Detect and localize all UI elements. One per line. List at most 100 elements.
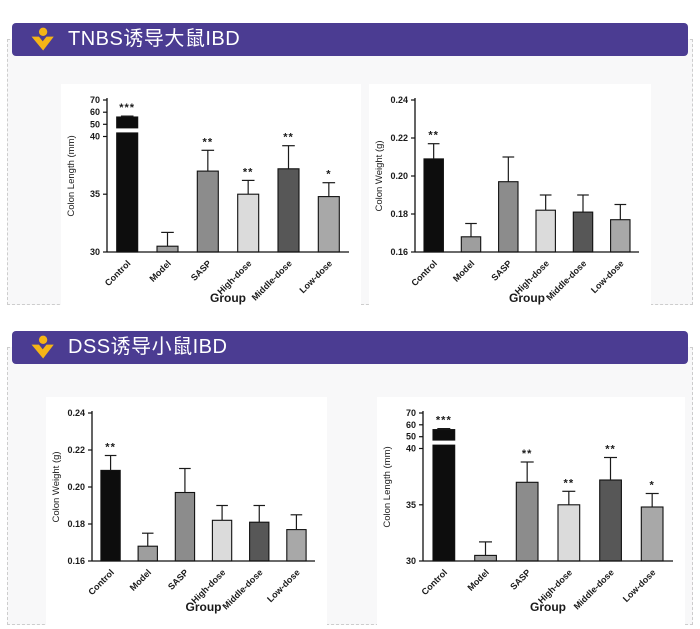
y-tick-label: 60 xyxy=(90,107,100,117)
significance-stars: ** xyxy=(428,130,439,142)
x-tick-label: Model xyxy=(465,567,490,592)
x-tick-label: Low-dose xyxy=(265,567,302,604)
chart-container-dss-colon-length: *** Control Model ** SASP ** High-dose ** Middle… xyxy=(377,397,685,625)
y-tick-label: 0.22 xyxy=(67,445,85,455)
x-tick-label: SASP xyxy=(166,567,190,591)
x-tick-label: SASP xyxy=(508,567,532,591)
section-title: DSS诱导小鼠IBD xyxy=(68,335,228,358)
significance-stars: ** xyxy=(605,444,616,456)
y-tick-label: 0.18 xyxy=(67,519,85,529)
significance-stars: ** xyxy=(243,166,254,178)
bar-sasp xyxy=(174,491,196,562)
axis-break-gap xyxy=(431,440,456,445)
brand-v-icon xyxy=(31,27,54,51)
significance-stars: * xyxy=(650,480,655,492)
bar-high-dose xyxy=(237,193,260,253)
y-tick-label: 0.24 xyxy=(390,95,408,105)
y-tick-label: 35 xyxy=(90,189,100,199)
bar-model xyxy=(460,236,482,253)
bar-middle-dose xyxy=(277,168,300,253)
bar-low-dose xyxy=(286,529,307,562)
chart-container-tnbs-colon-weight: ** Control Model SASP High-dose Middle-dose Lo… xyxy=(369,84,651,316)
x-tick-label: Model xyxy=(128,567,153,592)
significance-stars: ** xyxy=(522,448,533,460)
x-tick-label: Control xyxy=(103,258,133,288)
section-panel-tnbs: *** Control Model ** SASP ** High-dose ** Middle… xyxy=(7,39,693,316)
y-tick-label: 0.18 xyxy=(390,209,408,219)
chart-tnbs-colon-length: ***Control Model**SASP**High-dose**Middle… xyxy=(66,95,349,305)
chart-dss-colon-length: ***Control Model**SASP**High-dose**Middle… xyxy=(382,408,673,614)
significance-stars: ** xyxy=(203,136,214,148)
bar-control xyxy=(432,429,456,562)
y-tick-label: 60 xyxy=(406,420,416,430)
section-header-tnbs: TNBS诱导大鼠IBD xyxy=(12,23,688,56)
bar-control xyxy=(423,158,444,253)
x-axis-label: Group xyxy=(509,291,545,305)
section-header-dss: DSS诱导小鼠IBD xyxy=(12,331,688,364)
y-tick-label: 0.20 xyxy=(390,171,408,181)
x-tick-label: Low-dose xyxy=(297,258,334,295)
bar-high-dose xyxy=(557,504,581,562)
section-title: TNBS诱导大鼠IBD xyxy=(68,27,241,50)
bar-high-dose xyxy=(211,519,233,562)
chart-container-tnbs-colon-length: *** Control Model ** SASP ** High-dose ** Middle… xyxy=(61,84,361,316)
bar-middle-dose xyxy=(572,211,594,253)
x-tick-label: Control xyxy=(409,258,439,288)
significance-stars: * xyxy=(326,169,331,181)
x-axis-label: Group xyxy=(210,291,246,305)
y-tick-label: 70 xyxy=(90,95,100,105)
x-tick-label: SASP xyxy=(189,258,213,282)
y-axis-label: Colon Weight (g) xyxy=(374,140,385,211)
section-panel-dss: ** Control Model SASP High-dose Middle-dose Lo… xyxy=(7,347,693,625)
x-axis-label: Group xyxy=(530,600,566,614)
x-tick-label: Low-dose xyxy=(621,567,658,604)
y-tick-label: 0.16 xyxy=(390,247,408,257)
bar-model xyxy=(474,554,497,562)
significance-stars: *** xyxy=(436,415,452,427)
bar-low-dose xyxy=(640,506,664,562)
y-tick-label: 35 xyxy=(406,500,416,510)
x-tick-label: Low-dose xyxy=(589,258,626,295)
x-tick-label: Middle-dose xyxy=(220,567,264,611)
y-tick-label: 40 xyxy=(406,444,416,454)
significance-stars: ** xyxy=(105,442,116,454)
y-tick-label: 30 xyxy=(90,247,100,257)
section-dss: DSS诱导小鼠IBD ** Control Model SASP High-dose Mi… xyxy=(7,331,693,625)
x-tick-label: Middle-dose xyxy=(250,258,294,302)
y-tick-label: 0.16 xyxy=(67,556,85,566)
bar-control xyxy=(116,116,139,253)
x-tick-label: Control xyxy=(420,567,450,597)
x-tick-label: Model xyxy=(147,258,172,283)
bar-control xyxy=(100,469,121,562)
x-tick-label: Middle-dose xyxy=(572,567,616,611)
section-tnbs: TNBS诱导大鼠IBD *** Control Model ** SASP ** High-… xyxy=(7,23,693,316)
x-axis-label: Group xyxy=(186,600,222,614)
x-tick-label: Model xyxy=(451,258,476,283)
y-tick-label: 50 xyxy=(90,119,100,129)
bar-high-dose xyxy=(535,209,556,253)
bar-sasp xyxy=(515,481,539,562)
bar-middle-dose xyxy=(599,479,622,562)
y-axis-label: Colon Length (mm) xyxy=(382,446,393,527)
y-tick-label: 50 xyxy=(406,432,416,442)
bar-sasp xyxy=(498,181,519,253)
significance-stars: ** xyxy=(283,132,294,144)
significance-stars: ** xyxy=(564,477,575,489)
x-tick-label: SASP xyxy=(489,258,513,282)
bar-sasp xyxy=(196,170,219,253)
y-tick-label: 0.24 xyxy=(67,408,85,418)
x-tick-label: Middle-dose xyxy=(544,258,588,302)
y-tick-label: 30 xyxy=(406,556,416,566)
y-tick-label: 70 xyxy=(406,408,416,418)
axis-break-gap xyxy=(115,128,139,133)
bar-model xyxy=(137,545,158,562)
significance-stars: *** xyxy=(119,102,135,114)
bar-low-dose xyxy=(317,196,340,253)
y-tick-label: 0.20 xyxy=(67,482,85,492)
y-axis-label: Colon Length (mm) xyxy=(66,135,77,216)
chart-container-dss-colon-weight: ** Control Model SASP High-dose Middle-dose Lo… xyxy=(46,397,327,625)
bar-low-dose xyxy=(610,219,631,253)
